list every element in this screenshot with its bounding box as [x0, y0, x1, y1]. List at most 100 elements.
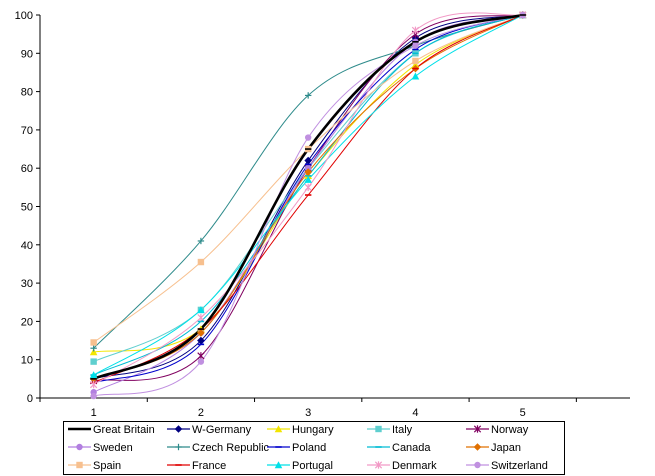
- series-line-great-britain: [93, 13, 524, 381]
- y-tick-label: 10: [21, 355, 33, 367]
- data-point-japan: [197, 329, 205, 337]
- legend-item-france: France: [167, 460, 226, 472]
- legend-item-w-germany: W-Germany: [167, 424, 252, 436]
- series-line-hungary: [93, 14, 523, 353]
- data-point-denmark: [411, 26, 420, 35]
- y-tick-label: 40: [21, 240, 33, 252]
- legend-item-poland: Poland: [267, 442, 326, 454]
- data-point-norway: [197, 352, 205, 360]
- legend-label: Sweden: [93, 442, 133, 454]
- legend-marker: [274, 461, 283, 469]
- data-point-sweden: [304, 165, 312, 172]
- y-tick-label: 50: [21, 202, 33, 214]
- data-point-hungary: [411, 60, 420, 68]
- y-tick-label: 60: [21, 163, 33, 175]
- data-point-denmark: [304, 183, 312, 192]
- data-point-w-germany: [304, 156, 312, 165]
- data-point-czech-republic: [90, 345, 97, 352]
- legend-marker: [474, 461, 481, 469]
- data-point-portugal: [197, 306, 205, 314]
- x-tick-label: 5: [520, 407, 526, 419]
- legend-label: Switzerland: [491, 460, 548, 472]
- legend-item-japan: Japan: [466, 442, 521, 454]
- legend-item-switzerland: Switzerland: [466, 460, 548, 472]
- data-point-spain: [90, 339, 97, 346]
- series-line-france: [93, 14, 523, 384]
- legend-label: Italy: [392, 424, 413, 436]
- legend-marker: [473, 425, 482, 433]
- data-point-czech-republic: [197, 237, 205, 245]
- legend-label: Hungary: [292, 424, 334, 436]
- legend-marker: [375, 425, 382, 433]
- x-tick-label: 1: [91, 407, 97, 419]
- legend-marker: [473, 443, 482, 451]
- y-tick-label: 100: [15, 10, 33, 22]
- series-line-sweden: [93, 14, 523, 393]
- data-point-hungary: [89, 348, 98, 356]
- data-point-switzerland: [197, 358, 205, 365]
- series-line-denmark: [93, 12, 523, 386]
- x-tick-label: 2: [198, 407, 204, 419]
- x-tick-label: 3: [305, 407, 311, 419]
- data-point-portugal: [411, 72, 420, 80]
- data-point-italy: [90, 358, 97, 365]
- y-tick-label: 30: [21, 278, 33, 290]
- legend-item-norway: Norway: [466, 424, 529, 436]
- series-line-japan: [93, 14, 523, 380]
- y-tick-label: 0: [27, 393, 33, 405]
- legend-item-denmark: Denmark: [367, 460, 437, 472]
- legend-marker: [76, 443, 83, 451]
- data-point-japan: [304, 168, 312, 176]
- y-tick-label: 90: [21, 48, 33, 60]
- legend-item-canada: Canada: [367, 442, 431, 454]
- legend-label: Canada: [392, 442, 431, 454]
- data-point-czech-republic: [304, 92, 312, 99]
- legend-item-portugal: Portugal: [267, 460, 333, 472]
- series-markers: [89, 11, 527, 400]
- legend-label: Denmark: [392, 460, 437, 472]
- series-line-norway: [93, 14, 523, 382]
- data-point-w-germany: [197, 336, 205, 345]
- data-point-denmark: [90, 380, 98, 389]
- legend-item-great-britain: Great Britain: [68, 424, 155, 436]
- series-lines: [93, 12, 524, 397]
- data-point-spain: [197, 258, 205, 266]
- legend-marker: [76, 461, 83, 469]
- legend-label: W-Germany: [192, 424, 252, 436]
- chart-legend: Great Britain W-Germany Hungary Italy Norway…: [63, 421, 565, 475]
- legend-item-spain: Spain: [68, 460, 121, 472]
- legend-box: [63, 421, 565, 475]
- legend-label: Portugal: [292, 460, 333, 472]
- legend-label: Japan: [491, 442, 521, 454]
- legend-marker: [274, 425, 283, 433]
- series-line-czech-republic: [93, 14, 523, 349]
- data-point-switzerland: [304, 134, 312, 141]
- data-point-switzerland: [90, 392, 97, 400]
- y-tick-label: 20: [21, 316, 33, 328]
- legend-item-italy: Italy: [367, 424, 413, 436]
- legend-label: Czech Republic: [192, 442, 270, 454]
- y-tick-label: 70: [21, 125, 33, 137]
- legend-label: Norway: [491, 424, 529, 436]
- legend-label: Great Britain: [93, 424, 155, 436]
- legend-item-czech-republic: Czech Republic: [167, 442, 270, 454]
- series-line-poland: [93, 14, 523, 384]
- legend-label: France: [192, 460, 226, 472]
- x-tick-label: 4: [412, 407, 418, 419]
- legend-marker: [175, 443, 182, 451]
- y-tick-label: 80: [21, 87, 33, 99]
- legend-label: Poland: [292, 442, 326, 454]
- legend-marker: [174, 425, 183, 433]
- data-point-denmark: [197, 313, 205, 322]
- legend-item-sweden: Sweden: [68, 442, 133, 454]
- legend-label: Spain: [93, 460, 121, 472]
- chart-axes: 0 10 20 30 40 50 60 70 80 90 100 1 2 3 4 5: [15, 10, 630, 419]
- data-point-switzerland: [412, 42, 419, 49]
- data-point-portugal: [304, 175, 312, 183]
- series-line-w-germany: [93, 14, 523, 380]
- data-point-portugal: [89, 371, 98, 379]
- data-point-spain: [412, 57, 419, 65]
- series-line-switzerland: [93, 14, 523, 397]
- legend-item-hungary: Hungary: [267, 424, 334, 436]
